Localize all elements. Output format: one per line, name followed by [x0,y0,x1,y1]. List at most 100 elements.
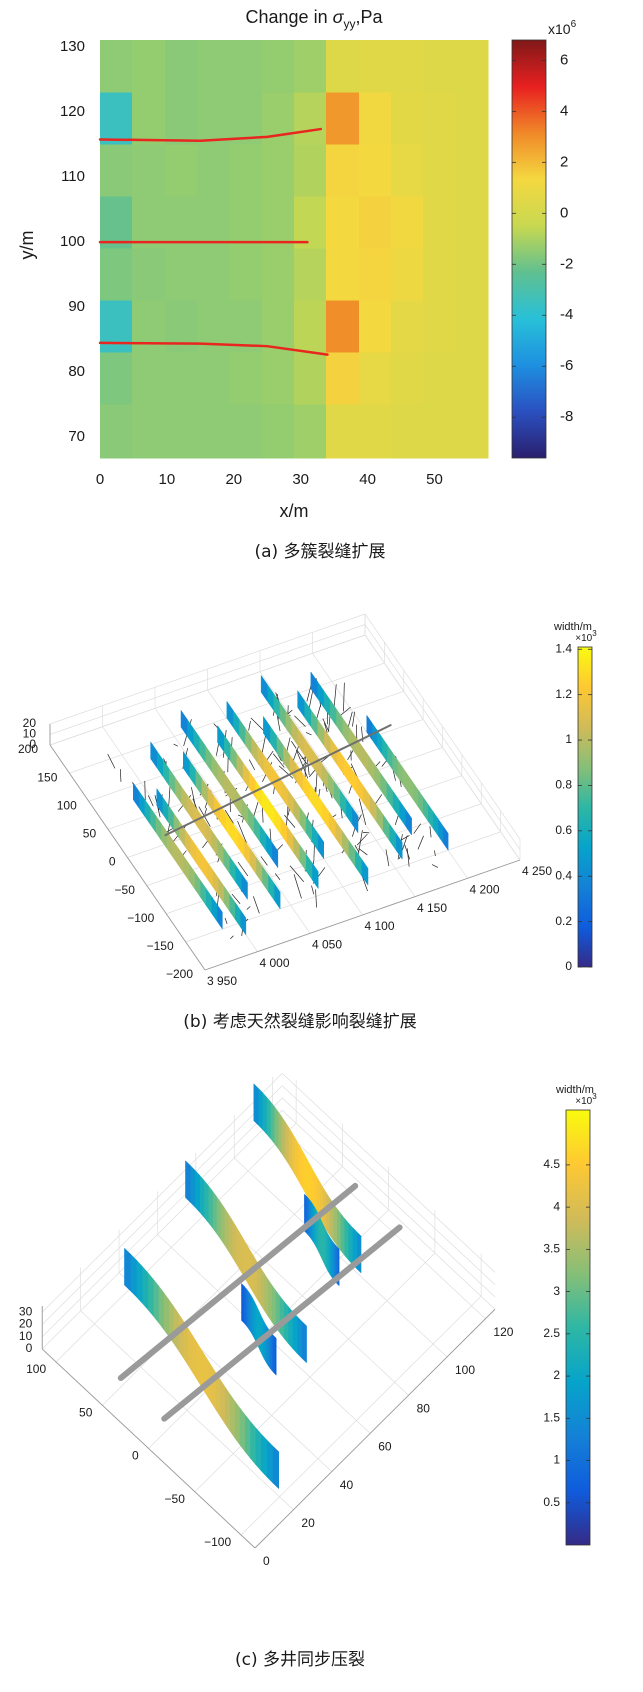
fracture-segment [241,874,247,900]
z-tick-label: 30 [19,1304,33,1318]
z-tick-label: 10 [19,1329,33,1343]
fracture-segment [148,1273,153,1316]
fracture-segment [181,786,187,812]
colorbar-multiplier-exponent: 3 [592,1092,597,1101]
fracture-segment [133,783,139,808]
heatmap-cell [229,40,262,93]
heatmap-cell [294,93,327,146]
fracture-segment [433,811,438,835]
z-tick-label: 0 [26,1341,33,1355]
colorbar-multiplier: x106 [548,19,577,37]
fracture-segment [310,746,316,772]
fracture-segment [211,1365,216,1409]
y-tick-label: 100 [26,1362,46,1376]
wellbore [121,1186,355,1378]
fracture-segment [217,1196,221,1239]
fracture-segment [346,798,352,824]
fracture-segment [322,763,328,789]
heatmap-cell [423,249,456,302]
fracture-segment [418,789,423,813]
natural-fracture [249,721,251,731]
heatmap-cell [456,40,489,93]
heatmap-cell [423,353,456,406]
fracture-segment [235,1225,239,1268]
fracture-segment [267,1440,273,1483]
y-tick-label: 0 [109,855,116,869]
fracture-segment [153,1279,158,1323]
fracture-segment [226,813,232,839]
heatmap-cell [132,93,165,146]
fracture-segment [268,1279,272,1322]
natural-fracture [169,786,170,807]
fracture-segment [298,1143,301,1185]
fracture-segment [413,782,418,806]
fracture-segment [272,1285,276,1328]
fracture-segment [172,839,178,864]
fracture-segment [290,754,297,780]
fracture-segment [387,745,392,769]
fracture-segment [340,790,346,816]
fracture-segment [196,845,202,870]
heatmap-cell [100,93,133,146]
x-tick-label: 60 [378,1440,392,1454]
fracture-segment [271,1102,275,1144]
fracture-segment [342,718,348,744]
colorbar-tick-label: 0 [560,204,568,221]
natural-fracture [430,826,431,837]
fracture-segment [323,690,329,716]
fracture-segment [267,1097,271,1139]
heatmap-cell [165,145,198,198]
fracture-segment [254,816,260,842]
fracture-segment [340,1213,344,1255]
caption: (a) 多簇裂缝扩展 [254,542,385,562]
fracture-segment [356,776,363,802]
fracture-segment [185,829,191,854]
fracture-segment [224,1208,228,1251]
heatmap-cell [359,93,392,146]
fracture-segment [207,861,213,886]
heatmap-cell [262,249,295,302]
heatmap-cell [165,40,198,93]
natural-fracture [225,918,227,924]
heatmap-cell [132,145,165,198]
x-tick-label: 80 [417,1401,431,1415]
heatmap-cell [456,93,489,146]
y-tick-label: 110 [61,168,85,185]
fracture-segment [240,910,246,935]
heatmap-cell [359,249,392,302]
heatmap-cell [359,40,392,93]
fracture-segment [189,864,195,889]
fracture-segment [350,767,357,793]
natural-fracture [359,848,368,855]
heatmap-cell [391,40,424,93]
fracture-segment [246,1243,250,1286]
colorbar-tick-label: 1.5 [543,1410,560,1424]
grid-line [50,624,365,734]
x-tick-label: 4 200 [470,882,500,896]
fracture-segment [173,813,179,838]
heatmap-cell [262,40,295,93]
heatmap-cell [326,145,359,198]
fracture-segment [190,1165,195,1207]
colorbar-tick-label: -6 [560,357,573,374]
x-tick-label: 120 [493,1325,513,1339]
fracture-segment [212,1191,216,1233]
fracture-segment [136,1260,142,1303]
fracture-segment [178,848,184,873]
natural-fracture [357,834,367,845]
chart-title: Change in σyy,Pa [246,7,384,31]
fracture-segment [232,1219,236,1262]
colorbar-tick-label: 1.2 [555,687,572,701]
x-tick-label: 50 [426,471,443,488]
heatmap-cell [391,197,424,250]
x-tick-label: 100 [455,1363,475,1377]
natural-fracture [401,835,409,839]
y-tick-label: −100 [204,1535,231,1549]
colorbar-tick-label: -8 [560,408,573,425]
fracture-segment [311,710,318,736]
x-tick-label: 4 250 [522,864,552,878]
heatmap-cell [165,301,198,354]
heatmap-cell [100,405,133,459]
fracture-segment [272,842,278,868]
fracture-segment [392,752,397,776]
